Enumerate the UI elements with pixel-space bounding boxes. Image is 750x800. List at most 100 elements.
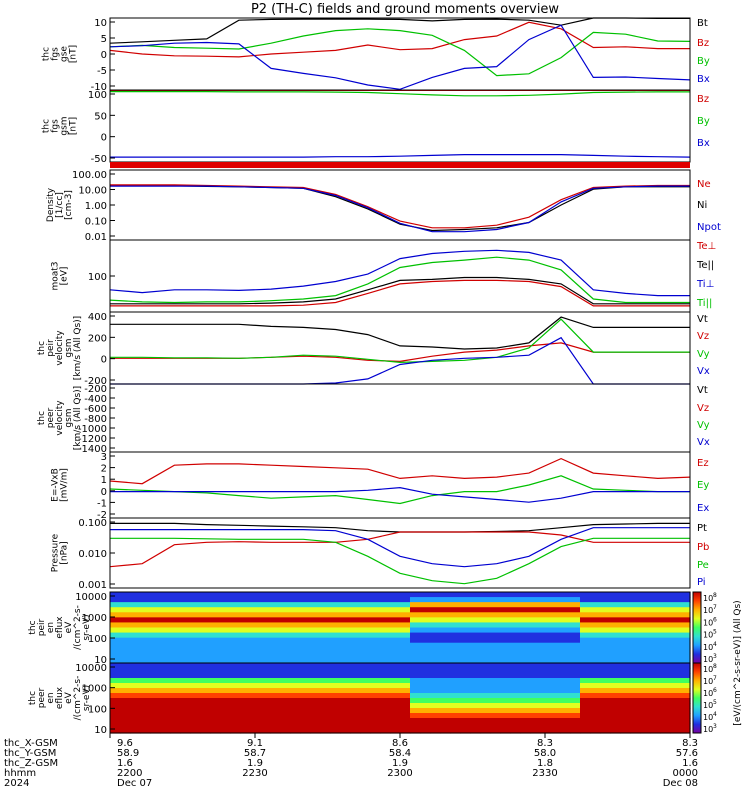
- colorbar-tick: 10: [703, 643, 713, 652]
- heatmap-cell: [290, 607, 301, 613]
- heatmap-cell: [330, 632, 341, 639]
- heatmap-cell: [270, 723, 281, 729]
- heatmap-cell: [460, 673, 471, 679]
- heatmap-cell: [160, 657, 171, 664]
- heatmap-cell: [630, 607, 641, 613]
- heatmap-cell: [400, 673, 411, 679]
- heatmap-cell: [650, 708, 661, 714]
- heatmap-cell: [380, 718, 391, 724]
- heatmap-cell: [330, 647, 341, 654]
- heatmap-cell: [600, 668, 611, 674]
- heatmap-cell: [220, 663, 231, 669]
- heatmap-cell: [460, 728, 471, 734]
- heatmap-cell: [450, 647, 461, 654]
- heatmap-cell: [550, 607, 561, 613]
- heatmap-cell: [520, 647, 531, 654]
- heatmap-cell: [320, 597, 331, 603]
- heatmap-cell: [330, 728, 341, 734]
- heatmap-cell: [330, 622, 341, 629]
- heatmap-cell: [220, 632, 231, 639]
- heatmap-cell: [640, 592, 651, 598]
- y-axis-label: gsm: [60, 116, 70, 135]
- y-axis-label: [cm-3]: [64, 190, 74, 220]
- heatmap-cell: [140, 698, 151, 704]
- heatmap-cell: [350, 622, 361, 629]
- heatmap-cell: [430, 673, 441, 679]
- heatmap-cell: [640, 622, 651, 629]
- heatmap-cell: [340, 688, 351, 694]
- heatmap-cell: [360, 678, 371, 684]
- heatmap-cell: [540, 678, 551, 684]
- colorbar-group: 10 810 710 610 510 410 310 810 710 610 510 410 3[eV/…: [692, 591, 743, 734]
- heatmap-cell: [430, 678, 441, 684]
- heatmap-cell: [280, 627, 291, 634]
- heatmap-cell: [480, 683, 491, 689]
- heatmap-cell: [580, 602, 591, 608]
- heatmap-cell: [500, 688, 511, 694]
- heatmap-cell: [500, 678, 511, 684]
- heatmap-cell: [140, 668, 151, 674]
- heatmap-cell: [110, 642, 121, 649]
- heatmap-cell: [300, 612, 311, 618]
- heatmap-cell: [250, 647, 261, 654]
- heatmap-cell: [520, 728, 531, 734]
- y-tick-label: 0.01: [85, 232, 107, 243]
- heatmap-cell: [130, 698, 141, 704]
- heatmap-cell: [660, 602, 671, 608]
- heatmap-cell: [220, 728, 231, 734]
- heatmap-cell: [250, 678, 261, 684]
- heatmap-cell: [570, 668, 581, 674]
- heatmap-cell: [570, 723, 581, 729]
- y-tick-label: -5: [97, 66, 107, 77]
- heatmap-cell: [110, 673, 121, 679]
- heatmap-cell: [140, 708, 151, 714]
- heatmap-cell: [550, 693, 561, 699]
- heatmap-cell: [520, 622, 531, 629]
- heatmap-cell: [550, 617, 561, 624]
- heatmap-cell: [390, 668, 401, 674]
- heatmap-cell: [290, 673, 301, 679]
- heatmap-cell: [420, 663, 431, 669]
- heatmap-cell: [320, 617, 331, 624]
- heatmap-cell: [640, 678, 651, 684]
- heatmap-cell: [490, 673, 501, 679]
- heatmap-cell: [260, 663, 271, 669]
- heatmap-cell: [530, 693, 541, 699]
- heatmap-cell: [240, 637, 251, 644]
- heatmap-cell: [680, 678, 691, 684]
- heatmap-cell: [680, 673, 691, 679]
- heatmap-cell: [610, 728, 621, 734]
- heatmap-cell: [240, 728, 251, 734]
- heatmap-cell: [330, 713, 341, 719]
- legend-entry: Te||: [696, 260, 714, 271]
- heatmap-cell: [480, 713, 491, 719]
- heatmap-cell: [450, 698, 461, 704]
- heatmap-cell: [550, 688, 561, 694]
- heatmap-cell: [460, 693, 471, 699]
- heatmap-cell: [290, 683, 301, 689]
- colorbar: [692, 591, 702, 664]
- heatmap-cell: [200, 683, 211, 689]
- heatmap-cell: [400, 607, 411, 613]
- heatmap-cell: [620, 612, 631, 618]
- series-Ey-line: [109, 475, 690, 505]
- heatmap-cell: [420, 637, 431, 644]
- heatmap-cell: [420, 688, 431, 694]
- heatmap-cell: [340, 728, 351, 734]
- heatmap-cell: [590, 678, 601, 684]
- heatmap-cell: [530, 592, 541, 598]
- heatmap-cell: [350, 673, 361, 679]
- heatmap-cell: [460, 718, 471, 724]
- heatmap-cell: [560, 728, 571, 734]
- heatmap-cell: [630, 683, 641, 689]
- heatmap-cell: [210, 627, 221, 634]
- heatmap-cell: [320, 673, 331, 679]
- heatmap-cell: [170, 688, 181, 694]
- x-axis-value: 1.9: [392, 758, 408, 769]
- heatmap-cell: [660, 652, 671, 659]
- heatmap-cell: [230, 673, 241, 679]
- heatmap-cell: [370, 723, 381, 729]
- legend-entry: Vt: [697, 385, 708, 396]
- heatmap-cell: [500, 723, 511, 729]
